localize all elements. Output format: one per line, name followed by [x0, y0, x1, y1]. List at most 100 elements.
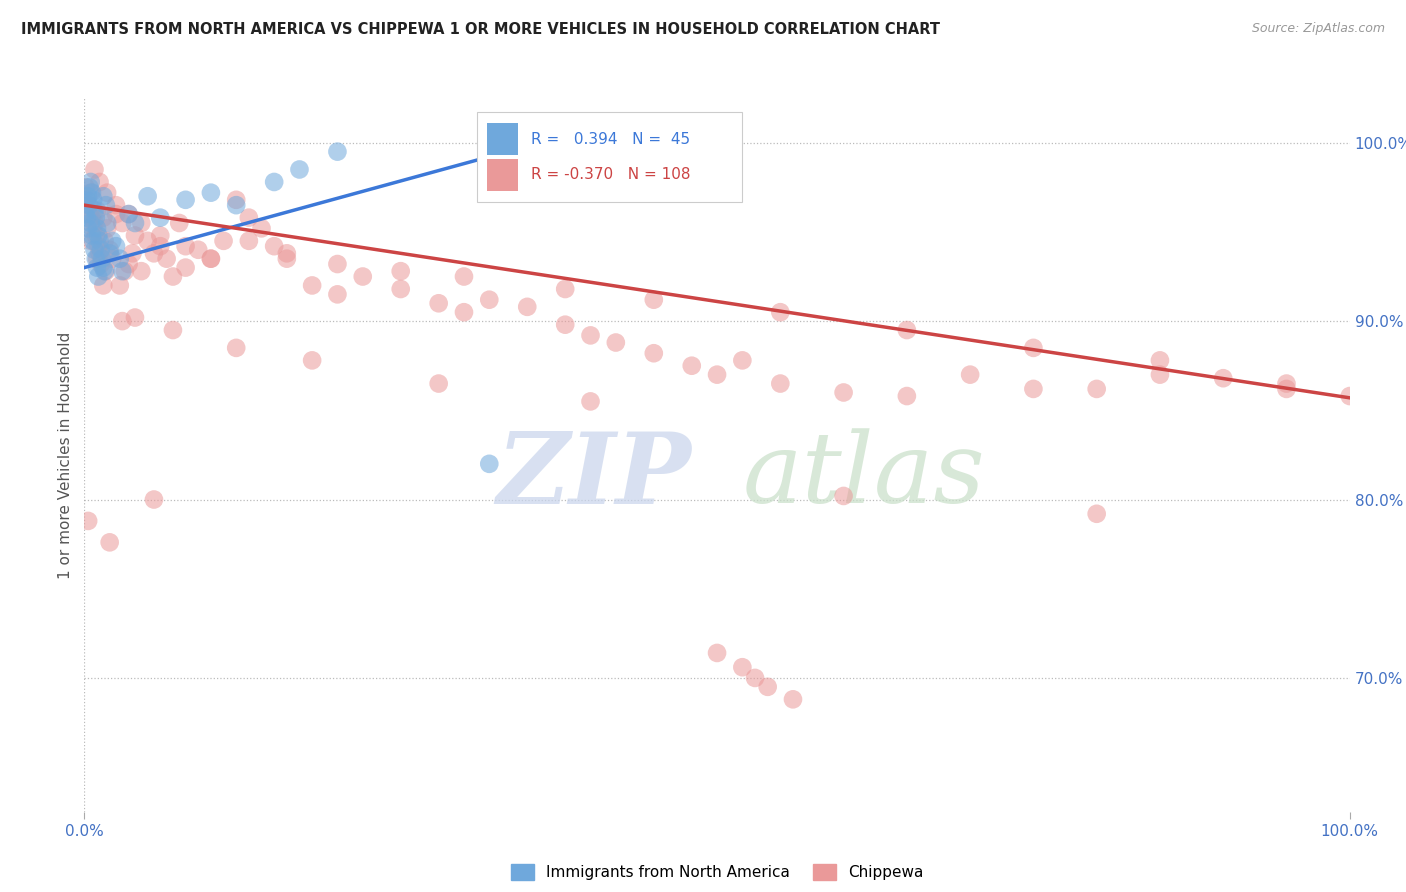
Point	[149, 211, 172, 225]
Point	[77, 514, 100, 528]
Point	[326, 145, 349, 159]
Point	[79, 186, 103, 200]
Point	[744, 671, 766, 685]
Point	[1275, 376, 1298, 391]
Point	[83, 162, 105, 177]
Point	[1085, 507, 1108, 521]
Point	[124, 228, 146, 243]
Point	[200, 252, 222, 266]
Point	[90, 257, 112, 271]
Text: ZIP: ZIP	[496, 428, 692, 524]
Point	[143, 492, 166, 507]
Point	[250, 221, 273, 235]
Point	[326, 257, 349, 271]
Point	[554, 318, 576, 332]
Point	[643, 293, 665, 307]
Point	[82, 234, 104, 248]
Point	[1275, 382, 1298, 396]
Point	[89, 175, 111, 189]
Point	[75, 207, 97, 221]
Point	[80, 211, 103, 225]
Point	[162, 323, 184, 337]
Y-axis label: 1 or more Vehicles in Household: 1 or more Vehicles in Household	[58, 331, 73, 579]
Point	[79, 216, 103, 230]
Point	[731, 353, 754, 368]
Point	[96, 216, 118, 230]
Point	[276, 252, 298, 266]
Point	[105, 239, 127, 253]
Point	[1022, 382, 1045, 396]
Point	[94, 264, 117, 278]
Point	[706, 368, 728, 382]
Point	[212, 234, 235, 248]
Point	[605, 335, 627, 350]
Text: R = -0.370   N = 108: R = -0.370 N = 108	[531, 168, 690, 182]
Point	[80, 228, 103, 243]
Point	[706, 646, 728, 660]
Point	[105, 198, 127, 212]
Point	[86, 260, 108, 275]
Point	[263, 239, 285, 253]
Point	[84, 228, 107, 243]
Point	[90, 243, 112, 257]
Point	[80, 186, 103, 200]
Point	[121, 246, 143, 260]
Point	[82, 193, 104, 207]
Point	[87, 228, 110, 243]
Point	[143, 246, 166, 260]
Point	[98, 243, 121, 257]
Point	[87, 269, 110, 284]
Point	[769, 305, 792, 319]
Point	[301, 353, 323, 368]
Point	[225, 341, 247, 355]
Point	[155, 252, 177, 266]
Point	[105, 207, 127, 221]
Point	[453, 305, 475, 319]
Point	[554, 282, 576, 296]
Point	[93, 264, 115, 278]
Point	[896, 389, 918, 403]
Point	[129, 216, 153, 230]
Point	[238, 211, 260, 225]
Point	[118, 207, 141, 221]
Point	[756, 680, 779, 694]
Point	[83, 243, 105, 257]
Point	[516, 300, 538, 314]
Point	[118, 257, 141, 271]
Point	[114, 264, 136, 278]
Point	[832, 385, 855, 400]
Point	[1022, 341, 1045, 355]
Point	[93, 278, 115, 293]
Bar	[486, 159, 519, 191]
Point	[98, 535, 121, 549]
Point	[136, 234, 159, 248]
Point	[77, 198, 100, 212]
Point	[896, 323, 918, 337]
Point	[76, 211, 98, 225]
Point	[326, 287, 349, 301]
Point	[129, 264, 153, 278]
Point	[93, 260, 115, 275]
Point	[427, 296, 450, 310]
Point	[79, 207, 101, 221]
Point	[79, 234, 103, 248]
Point	[225, 198, 247, 212]
Point	[225, 193, 247, 207]
Point	[124, 216, 146, 230]
Point	[200, 252, 222, 266]
Point	[83, 216, 105, 230]
Point	[149, 239, 172, 253]
Point	[352, 269, 374, 284]
Point	[301, 278, 323, 293]
Point	[89, 234, 111, 248]
Point	[288, 162, 311, 177]
Point	[453, 269, 475, 284]
Point	[769, 376, 792, 391]
Point	[79, 198, 101, 212]
Text: Source: ZipAtlas.com: Source: ZipAtlas.com	[1251, 22, 1385, 36]
Text: IMMIGRANTS FROM NORTH AMERICA VS CHIPPEWA 1 OR MORE VEHICLES IN HOUSEHOLD CORREL: IMMIGRANTS FROM NORTH AMERICA VS CHIPPEW…	[21, 22, 941, 37]
Point	[89, 246, 111, 260]
Point	[1149, 353, 1171, 368]
Point	[579, 328, 602, 343]
Point	[82, 221, 104, 235]
